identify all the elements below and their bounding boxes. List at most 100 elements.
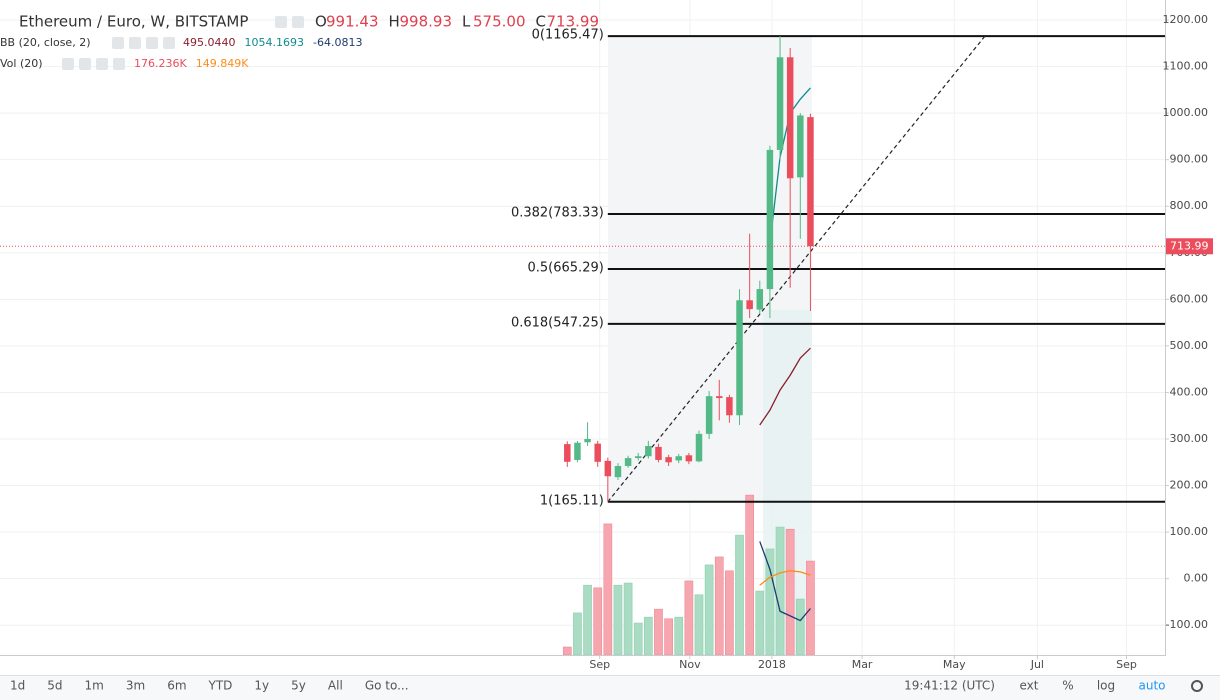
candle-body xyxy=(574,442,581,460)
legend-icon[interactable] xyxy=(113,58,125,70)
volume-bar xyxy=(593,587,603,656)
volume-bar xyxy=(674,616,684,656)
x-tick-label: Nov xyxy=(679,658,701,671)
indicator-line xyxy=(759,541,811,622)
indicator-value: 495.0440 xyxy=(183,36,236,49)
candle-body xyxy=(564,444,571,462)
candle-body xyxy=(756,289,764,310)
ohlc-value: 998.93 xyxy=(400,13,453,31)
trend-line xyxy=(607,35,986,503)
ohlc-value: 575.00 xyxy=(473,13,526,31)
volume-bar xyxy=(714,556,724,656)
volume-bar xyxy=(755,590,765,656)
range-button[interactable]: YTD xyxy=(208,679,233,693)
indicator-line xyxy=(759,347,811,426)
volume-bar xyxy=(613,584,623,656)
fib-label: 0(1165.47) xyxy=(532,28,604,43)
candle-body xyxy=(675,456,682,461)
volume-bar xyxy=(654,608,663,656)
option-button[interactable]: log xyxy=(1097,679,1115,693)
indicator-value: 1054.1693 xyxy=(245,36,305,49)
volume-bar xyxy=(684,580,694,656)
range-button[interactable]: 1d xyxy=(10,679,25,693)
volume-bar xyxy=(694,594,704,656)
y-tick-label: 500.00 xyxy=(1170,339,1209,352)
fib-label: 0.618(547.25) xyxy=(511,315,604,330)
candle-body xyxy=(705,396,713,434)
candle-body xyxy=(645,445,652,457)
legend-icon[interactable] xyxy=(112,37,124,49)
legend-icon[interactable] xyxy=(62,58,74,70)
candle-body xyxy=(716,396,723,399)
indicator-line xyxy=(759,570,811,586)
fib-label: 0.382(783.33) xyxy=(511,205,604,220)
candle-body xyxy=(766,149,774,290)
candle-body xyxy=(736,300,743,416)
last-price-label: 713.99 xyxy=(1170,239,1209,252)
volume-bar xyxy=(562,646,572,656)
candle-body xyxy=(695,433,703,462)
indicator-value: -64.0813 xyxy=(313,36,362,49)
clock: 19:41:12 (UTC) xyxy=(904,679,995,693)
y-tick-label: 600.00 xyxy=(1170,292,1209,305)
range-button[interactable]: All xyxy=(328,679,343,693)
volume-bar xyxy=(735,534,744,656)
legend-icon[interactable] xyxy=(275,16,287,28)
y-tick-label: 1200.00 xyxy=(1163,13,1209,26)
goto-button[interactable]: Go to... xyxy=(365,679,409,693)
toolbar xyxy=(0,675,1220,700)
range-button[interactable]: 1m xyxy=(85,679,104,693)
ohlc-value: 713.99 xyxy=(547,13,600,31)
range-button[interactable]: 6m xyxy=(167,679,186,693)
candle-body xyxy=(685,455,693,462)
ohlc-key: H xyxy=(389,13,400,31)
ohlc-key: O xyxy=(315,13,327,31)
ohlc-key: L xyxy=(462,13,471,31)
volume-bar xyxy=(704,564,714,656)
range-button[interactable]: 3m xyxy=(126,679,145,693)
settings-button[interactable] xyxy=(1191,680,1203,692)
y-tick-label: 1100.00 xyxy=(1163,60,1209,73)
volume-bar xyxy=(633,622,643,656)
indicator-name: Vol (20) xyxy=(0,57,43,70)
x-tick-label: Sep xyxy=(1116,658,1137,671)
y-tick-label: 400.00 xyxy=(1170,385,1209,398)
candle-body xyxy=(604,460,612,477)
x-tick-label: 2018 xyxy=(758,658,786,671)
y-tick-label: 800.00 xyxy=(1170,199,1209,212)
option-button[interactable]: ext xyxy=(1020,679,1039,693)
volume-bar xyxy=(785,528,795,656)
volume-bar xyxy=(806,560,815,656)
indicator-name: BB (20, close, 2) xyxy=(0,36,91,49)
volume-bar xyxy=(745,494,755,656)
range-button[interactable]: 1y xyxy=(254,679,269,693)
chart-title: Ethereum / Euro, W, BITSTAMP xyxy=(19,13,248,31)
option-button[interactable]: % xyxy=(1062,679,1073,693)
volume-bar xyxy=(643,616,653,656)
y-tick-label: 1000.00 xyxy=(1163,106,1209,119)
volume-bar xyxy=(573,612,582,656)
volume-bar xyxy=(765,548,775,656)
legend-icon[interactable] xyxy=(96,58,108,70)
time-axis xyxy=(0,655,1220,675)
y-tick-label: 0.00 xyxy=(1184,572,1209,585)
x-tick-label: Sep xyxy=(589,658,610,671)
volume-bar xyxy=(603,523,613,656)
option-button[interactable]: auto xyxy=(1138,679,1165,693)
candle-body xyxy=(786,57,794,179)
y-tick-label: 900.00 xyxy=(1170,153,1209,166)
range-button[interactable]: 5y xyxy=(291,679,306,693)
candle-body xyxy=(655,446,662,460)
legend-icon[interactable] xyxy=(129,37,141,49)
range-button[interactable]: 5d xyxy=(47,679,62,693)
volume-bar xyxy=(775,526,785,656)
legend-icon[interactable] xyxy=(292,16,304,28)
y-tick-label: 100.00 xyxy=(1170,525,1209,538)
legend-icon[interactable] xyxy=(163,37,175,49)
volume-bar xyxy=(664,618,673,656)
legend-icon[interactable] xyxy=(146,37,158,49)
candle-body xyxy=(807,117,814,247)
legend-icon[interactable] xyxy=(79,58,91,70)
